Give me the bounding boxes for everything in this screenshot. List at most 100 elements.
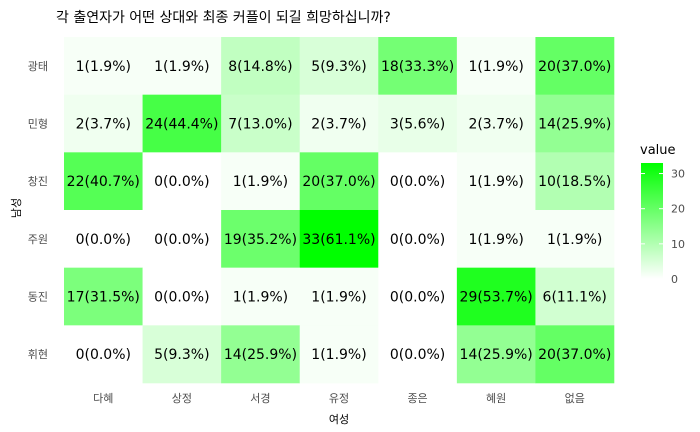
legend-tick-label: 0 <box>671 273 678 286</box>
cell-label: 0(0.0%) <box>390 174 445 190</box>
cell-label: 2(3.7%) <box>76 117 131 133</box>
heatmap-cell <box>299 37 379 95</box>
x-tick-label: 다혜 <box>93 392 113 405</box>
heatmap-cell <box>221 325 301 384</box>
heatmap-cell <box>456 152 536 211</box>
heatmap-cell <box>221 267 301 326</box>
heatmap-cell <box>142 210 222 268</box>
heatmap-cells <box>64 37 615 384</box>
heatmap-cell <box>378 37 458 95</box>
cell-label: 0(0.0%) <box>76 232 131 248</box>
legend-title: value <box>640 143 676 158</box>
legend-tick-label: 20 <box>671 203 685 216</box>
heatmap-cell <box>535 94 615 153</box>
cell-label: 1(1.9%) <box>154 59 209 75</box>
heatmap-cell <box>299 210 379 268</box>
x-axis-title: 여성 <box>329 413 349 426</box>
heatmap-cell <box>142 37 222 95</box>
cell-label: 2(3.7%) <box>468 117 523 133</box>
cell-label: 1(1.9%) <box>547 232 602 248</box>
heatmap-cell <box>378 152 458 211</box>
heatmap-cell <box>535 210 615 268</box>
heatmap-cell <box>535 152 615 211</box>
heatmap-cell <box>456 37 536 95</box>
cell-label: 14(25.9%) <box>224 347 297 363</box>
heatmap-cell <box>221 94 301 153</box>
cell-label: 20(37.0%) <box>302 174 375 190</box>
y-tick-label: 창진 <box>28 175 48 188</box>
heatmap-cell <box>378 325 458 384</box>
cell-label: 1(1.9%) <box>233 174 288 190</box>
cell-label: 7(13.0%) <box>228 117 292 133</box>
heatmap-cell <box>142 94 222 153</box>
y-tick-label: 광태 <box>28 60 48 73</box>
x-tick-label: 혜원 <box>486 392 506 405</box>
cell-label: 18(33.3%) <box>381 59 454 75</box>
cell-label: 1(1.9%) <box>76 59 131 75</box>
heatmap-cell <box>456 267 536 326</box>
cell-label: 0(0.0%) <box>76 347 131 363</box>
cell-label: 3(5.6%) <box>390 117 445 133</box>
heatmap-cell <box>299 267 379 326</box>
heatmap-cell <box>142 325 222 384</box>
cell-label: 5(9.3%) <box>154 347 209 363</box>
cell-label: 0(0.0%) <box>390 347 445 363</box>
y-tick-label: 민형 <box>28 118 48 131</box>
legend-ticks: 0 10 20 30 <box>641 168 685 286</box>
x-axis-ticks: 다혜 상정 서경 유정 종은 혜원 없음 <box>93 392 585 405</box>
heatmap-cell <box>456 94 536 153</box>
cell-label: 2(3.7%) <box>311 117 366 133</box>
heatmap-cell <box>378 94 458 153</box>
y-tick-label: 주원 <box>28 233 48 246</box>
cell-label: 20(37.0%) <box>538 347 611 363</box>
cell-label: 0(0.0%) <box>154 290 209 306</box>
heatmap-cell <box>221 37 301 95</box>
cell-label: 10(18.5%) <box>538 174 611 190</box>
cell-label: 0(0.0%) <box>154 232 209 248</box>
heatmap-cell <box>299 94 379 153</box>
y-tick-label: 휘현 <box>28 348 48 361</box>
heatmap-cell <box>535 37 615 95</box>
heatmap-cell <box>142 152 222 211</box>
legend-colorbar <box>641 163 663 279</box>
cell-label: 1(1.9%) <box>468 59 523 75</box>
heatmap-cell <box>64 267 143 326</box>
cell-label: 14(25.9%) <box>538 117 611 133</box>
cell-label: 1(1.9%) <box>233 290 288 306</box>
heatmap-cell <box>535 267 615 326</box>
cell-label: 17(31.5%) <box>67 290 140 306</box>
cell-label: 5(9.3%) <box>311 59 366 75</box>
y-axis-title: 남성 <box>10 198 23 218</box>
cell-label: 0(0.0%) <box>154 174 209 190</box>
heatmap-cell <box>221 210 301 268</box>
heatmap-cell-labels: 1(1.9%) 1(1.9%) 8(14.8%) 5(9.3%) 18(33.3%) 1(… <box>67 59 612 363</box>
cell-label: 29(53.7%) <box>460 290 533 306</box>
cell-label: 1(1.9%) <box>311 347 366 363</box>
heatmap-cell <box>456 325 536 384</box>
x-tick-label: 없음 <box>565 392 585 405</box>
cell-label: 1(1.9%) <box>311 290 366 306</box>
cell-label: 6(11.1%) <box>543 290 607 306</box>
cell-label: 14(25.9%) <box>460 347 533 363</box>
cell-label: 22(40.7%) <box>67 174 140 190</box>
heatmap-cell <box>299 152 379 211</box>
chart-title: 각 출연자가 어떤 상대와 최종 커플이 되길 희망하십니까? <box>56 10 391 26</box>
cell-label: 1(1.9%) <box>468 174 523 190</box>
legend-tick-label: 30 <box>671 168 685 181</box>
heatmap-cell <box>64 94 143 153</box>
heatmap-cell <box>142 267 222 326</box>
heatmap-cell <box>456 210 536 268</box>
heatmap-cell <box>64 210 143 268</box>
cell-label: 24(44.4%) <box>145 117 218 133</box>
heatmap-cell <box>378 267 458 326</box>
heatmap-cell <box>64 325 143 384</box>
legend: value 0 10 20 30 <box>640 143 685 286</box>
heatmap-cell <box>221 152 301 211</box>
x-tick-label: 종은 <box>407 392 427 405</box>
x-tick-label: 서경 <box>250 392 270 405</box>
heatmap-cell <box>64 152 143 211</box>
cell-label: 8(14.8%) <box>228 59 292 75</box>
legend-tick-label: 10 <box>671 238 685 251</box>
